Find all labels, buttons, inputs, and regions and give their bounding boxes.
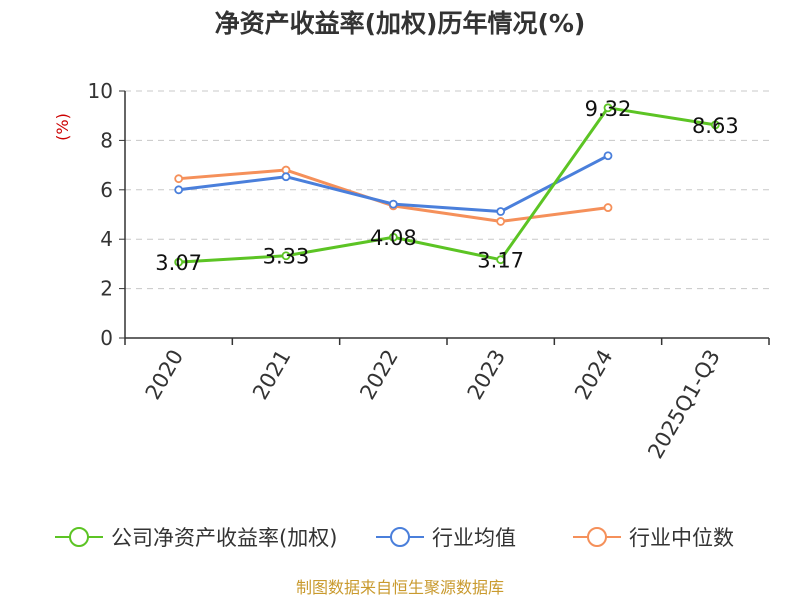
x-tick-label: 2021 <box>248 346 296 404</box>
legend: 公司净资产收益率(加权) 行业均值 行业中位数 <box>55 526 734 550</box>
legend-label: 行业中位数 <box>629 526 734 550</box>
x-tick-label: 2022 <box>355 346 403 404</box>
data-label: 8.63 <box>692 114 739 138</box>
data-point <box>174 257 184 267</box>
y-tick-label: 0 <box>100 326 113 350</box>
data-point <box>496 255 506 265</box>
data-label: 3.17 <box>477 249 524 273</box>
data-label: 3.33 <box>263 245 310 269</box>
legend-label: 公司净资产收益率(加权) <box>111 526 337 550</box>
series-line <box>178 168 609 223</box>
data-point <box>710 120 720 130</box>
data-label: 9.32 <box>585 97 632 121</box>
y-tick-label: 4 <box>100 227 113 251</box>
data-point <box>603 203 613 212</box>
chart-title: 净资产收益率(加权)历年情况(%) <box>215 9 586 38</box>
series-line <box>178 106 716 264</box>
data-labels: 3.07 3.33 4.08 3.17 9.32 8.63 <box>155 97 738 275</box>
data-label: 3.07 <box>155 251 202 275</box>
data-point <box>281 251 291 261</box>
source-note: 制图数据来自恒生聚源数据库 <box>296 578 504 597</box>
y-tick-label: 10 <box>88 79 113 103</box>
x-tick-label: 2024 <box>570 346 618 404</box>
legend-marker <box>587 527 607 547</box>
y-axis-label: (%) <box>53 113 72 141</box>
data-point <box>603 103 613 113</box>
data-point <box>281 172 291 182</box>
series-group <box>174 103 720 267</box>
legend-label: 行业均值 <box>432 526 516 550</box>
data-point <box>603 151 613 161</box>
x-tick-label: 2025Q1-Q3 <box>643 346 725 463</box>
data-point <box>174 185 184 195</box>
gridlines <box>125 90 769 290</box>
data-point <box>388 199 398 209</box>
data-label: 4.08 <box>370 226 417 250</box>
data-point <box>496 217 506 226</box>
data-point <box>496 207 506 216</box>
data-point <box>174 174 184 184</box>
y-tick-label: 8 <box>100 128 113 152</box>
legend-marker <box>69 527 89 547</box>
x-tick-label: 2023 <box>463 345 511 403</box>
y-tick-label: 2 <box>100 277 113 301</box>
legend-marker <box>390 527 410 547</box>
x-tick-label: 2020 <box>141 346 189 404</box>
y-tick-label: 6 <box>100 178 113 202</box>
data-point <box>388 232 398 242</box>
